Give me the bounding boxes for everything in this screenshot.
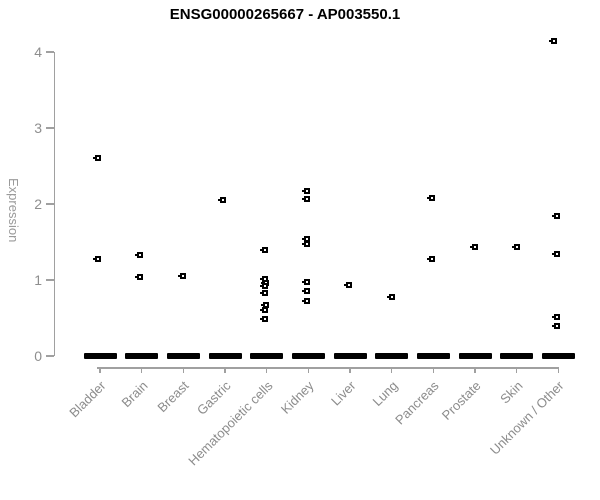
- x-axis-tick: [307, 367, 310, 373]
- data-point: [93, 155, 101, 162]
- x-axis-tick: [432, 367, 435, 373]
- data-point: [302, 298, 311, 305]
- data-point: [259, 289, 268, 296]
- data-point: [302, 235, 311, 242]
- zero-expression-cluster: [541, 353, 575, 359]
- zero-expression-cluster: [125, 353, 159, 359]
- y-axis-tick: [46, 127, 54, 129]
- data-point: [302, 196, 311, 203]
- x-axis-tick: [515, 367, 518, 373]
- data-point: [427, 194, 436, 201]
- x-axis-line: [97, 367, 559, 369]
- x-axis-tick: [265, 367, 268, 373]
- zero-expression-cluster: [250, 353, 284, 359]
- data-point: [427, 256, 436, 263]
- x-axis-tick: [474, 367, 476, 373]
- data-point: [552, 251, 561, 258]
- data-point: [259, 276, 268, 283]
- y-axis-tick: [46, 203, 54, 205]
- data-point: [302, 278, 311, 285]
- y-axis-tick-label: 3: [34, 119, 42, 136]
- zero-expression-cluster: [333, 353, 367, 359]
- data-point: [260, 280, 269, 287]
- y-axis-label: Expression: [6, 177, 21, 243]
- y-axis-tick-label: 0: [34, 347, 42, 364]
- x-axis-tick: [99, 367, 101, 373]
- data-point: [302, 287, 311, 294]
- x-axis-tick: [390, 367, 393, 373]
- y-axis-line: [53, 52, 55, 356]
- data-point: [178, 273, 187, 280]
- y-axis-tick: [46, 51, 54, 53]
- data-point: [260, 302, 269, 309]
- zero-expression-cluster: [83, 353, 117, 359]
- data-point: [134, 251, 143, 258]
- data-point: [344, 282, 353, 289]
- zero-expression-cluster: [375, 353, 409, 359]
- y-axis-tick: [46, 279, 54, 281]
- data-point: [470, 243, 479, 250]
- data-point: [302, 188, 311, 195]
- data-point: [549, 38, 558, 45]
- data-point: [511, 244, 520, 251]
- data-point: [552, 314, 561, 321]
- data-point: [552, 322, 561, 329]
- data-point: [259, 283, 268, 290]
- zero-expression-cluster: [208, 353, 242, 359]
- zero-expression-cluster: [500, 353, 534, 359]
- y-axis-tick-label: 4: [34, 43, 42, 60]
- zero-expression-cluster: [291, 353, 325, 359]
- data-point: [218, 197, 226, 204]
- data-point: [259, 315, 268, 322]
- data-point: [386, 294, 395, 301]
- x-axis-tick: [140, 367, 143, 373]
- y-axis-tick: [46, 355, 54, 357]
- x-axis-tick: [349, 367, 351, 373]
- data-point: [259, 306, 268, 313]
- data-point: [259, 247, 268, 254]
- zero-expression-cluster: [458, 353, 492, 359]
- data-point: [552, 213, 561, 220]
- data-point: [134, 273, 143, 280]
- chart-title: ENSG00000265667 - AP003550.1: [169, 6, 401, 23]
- zero-expression-cluster: [416, 353, 450, 359]
- x-axis-tick: [182, 367, 185, 373]
- y-axis-tick-label: 2: [34, 195, 42, 212]
- y-axis-tick-label: 1: [34, 271, 42, 288]
- x-axis-tick: [224, 367, 226, 373]
- data-point: [302, 240, 311, 247]
- zero-expression-cluster: [166, 353, 200, 359]
- x-axis-tick: [557, 367, 560, 373]
- data-point: [93, 256, 101, 263]
